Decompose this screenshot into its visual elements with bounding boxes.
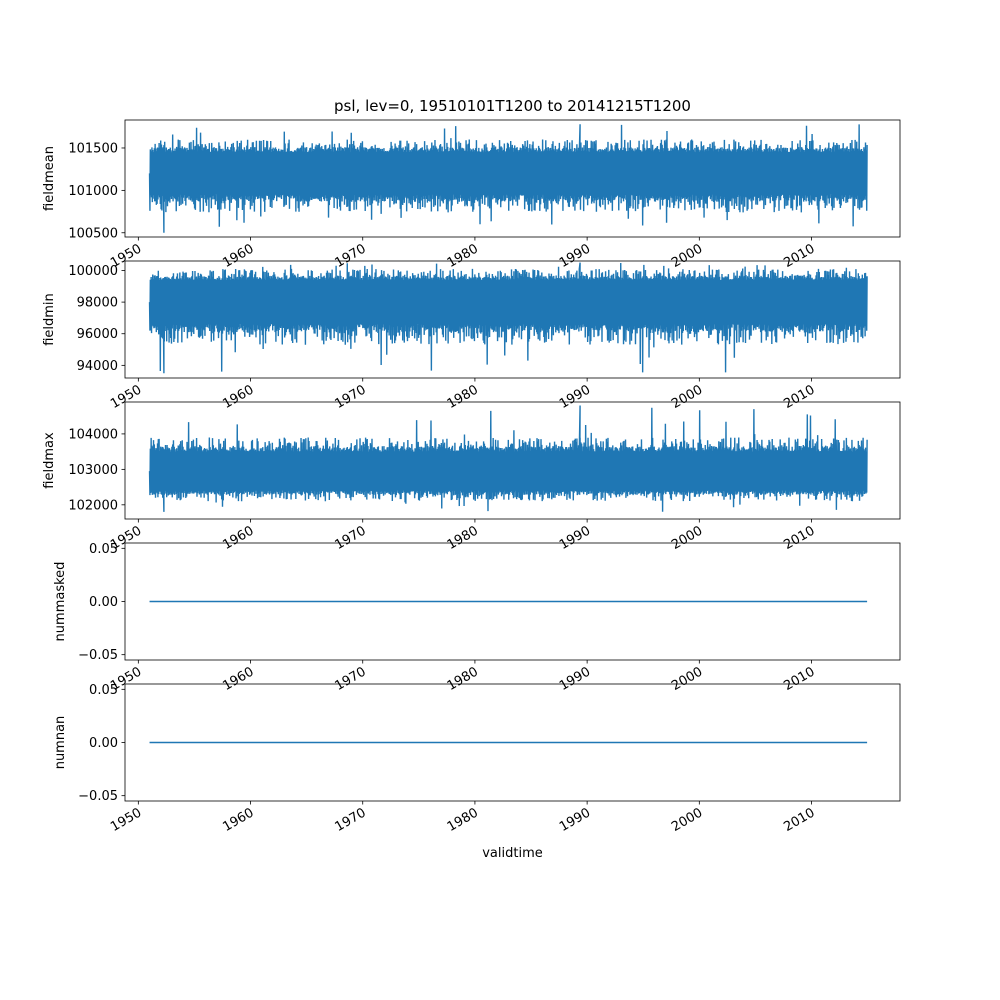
y-tick-label-nummasked: 0.00 bbox=[89, 595, 118, 610]
y-tick-label-fieldmax: 104000 bbox=[68, 427, 118, 442]
y-tick-label-nummasked: 0.05 bbox=[89, 542, 118, 557]
y-tick-label-fieldmin: 94000 bbox=[77, 359, 118, 374]
y-tick-label-nummasked: −0.05 bbox=[78, 648, 118, 663]
y-tick-label-fieldmean: 100500 bbox=[68, 226, 118, 241]
y-tick-label-fieldmin: 96000 bbox=[77, 327, 118, 342]
y-tick-label-fieldmax: 102000 bbox=[68, 498, 118, 513]
axes-frame-fieldmean bbox=[124, 119, 901, 238]
y-tick-label-numnan: 0.00 bbox=[89, 736, 118, 751]
y-tick-label-fieldmean: 101000 bbox=[68, 184, 118, 199]
series-line-fieldmax bbox=[148, 405, 868, 512]
y-tick-label-numnan: −0.05 bbox=[78, 789, 118, 804]
y-tick-label-fieldmin: 100000 bbox=[68, 264, 118, 279]
y-axis-label-fieldmin: fieldmin bbox=[42, 293, 57, 346]
y-tick-label-numnan: 0.05 bbox=[89, 683, 118, 698]
axes-frame-fieldmax bbox=[124, 401, 901, 520]
y-axis-label-fieldmax: fieldmax bbox=[42, 432, 57, 489]
y-axis-label-fieldmean: fieldmean bbox=[42, 146, 57, 211]
chart-title: psl, lev=0, 19510101T1200 to 20141215T12… bbox=[334, 97, 691, 115]
axes-frame-fieldmin bbox=[124, 260, 901, 379]
y-tick-label-fieldmin: 98000 bbox=[77, 296, 118, 311]
series-line-fieldmean bbox=[148, 124, 868, 233]
x-axis-label: validtime bbox=[482, 846, 543, 861]
series-line-fieldmin bbox=[148, 262, 868, 374]
y-tick-label-fieldmean: 101500 bbox=[68, 141, 118, 156]
y-axis-label-numnan: numnan bbox=[53, 716, 68, 770]
y-axis-label-nummasked: nummasked bbox=[53, 562, 68, 642]
y-tick-label-fieldmax: 103000 bbox=[68, 463, 118, 478]
